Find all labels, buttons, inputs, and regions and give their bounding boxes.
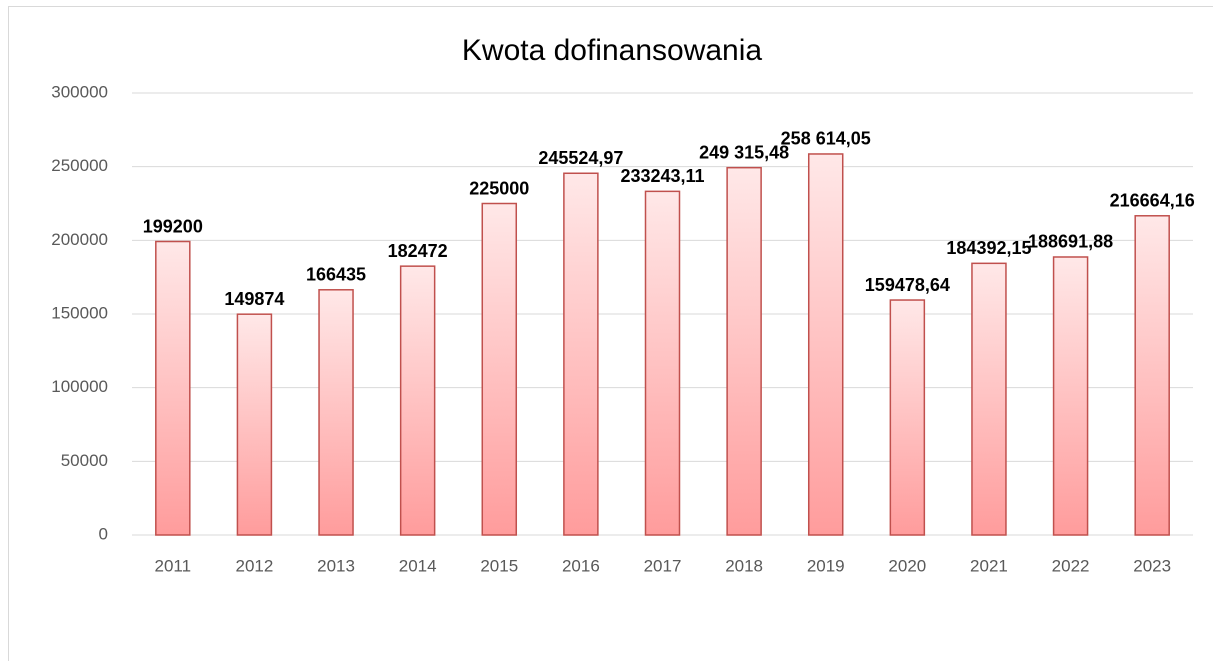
data-label: 182472 [388, 241, 448, 261]
bar [318, 289, 354, 536]
data-label: 184392,15 [946, 238, 1031, 258]
bar [1052, 256, 1089, 536]
bar [563, 172, 599, 536]
x-tick-label: 2021 [970, 556, 1008, 575]
x-tick-label: 2014 [399, 556, 437, 575]
bar [971, 262, 1007, 536]
chart-title: Kwota dofinansowania [462, 34, 763, 67]
bar [399, 265, 436, 536]
data-label: 233243,11 [620, 166, 704, 186]
data-label: 166435 [306, 265, 366, 285]
y-tick-label: 200000 [51, 230, 108, 249]
x-tick-label: 2017 [644, 556, 682, 575]
data-label: 199200 [143, 216, 203, 236]
data-label: 225000 [469, 178, 529, 198]
data-label: 216664,16 [1110, 191, 1195, 211]
bar [155, 240, 191, 536]
x-tick-label: 2023 [1133, 556, 1171, 575]
data-label: 258 614,05 [781, 129, 871, 149]
x-tick-label: 2012 [236, 556, 274, 575]
y-tick-label: 100000 [51, 377, 108, 396]
bar [726, 166, 762, 536]
data-label: 249 315,48 [699, 142, 789, 162]
x-tick-label: 2015 [480, 556, 518, 575]
y-tick-label: 50000 [61, 451, 108, 470]
x-tick-label: 2018 [725, 556, 763, 575]
x-tick-label: 2013 [317, 556, 355, 575]
data-label: 149874 [224, 289, 284, 309]
bar [481, 202, 518, 536]
chart-border [8, 6, 1213, 661]
data-label: 188691,88 [1028, 232, 1113, 252]
bar [807, 153, 844, 536]
x-tick-label: 2020 [888, 556, 926, 575]
bar [236, 313, 273, 536]
y-tick-label: 150000 [51, 303, 108, 322]
x-tick-label: 2022 [1052, 556, 1090, 575]
y-tick-label: 300000 [51, 82, 108, 101]
bar [644, 190, 681, 536]
y-tick-label: 0 [99, 524, 108, 543]
x-tick-label: 2016 [562, 556, 600, 575]
data-label: 245524,97 [538, 148, 623, 168]
data-label: 159478,64 [865, 275, 950, 295]
bar [889, 299, 926, 536]
x-tick-label: 2019 [807, 556, 845, 575]
bar [1134, 215, 1170, 536]
x-tick-label: 2011 [155, 556, 192, 575]
y-tick-label: 250000 [51, 156, 108, 175]
